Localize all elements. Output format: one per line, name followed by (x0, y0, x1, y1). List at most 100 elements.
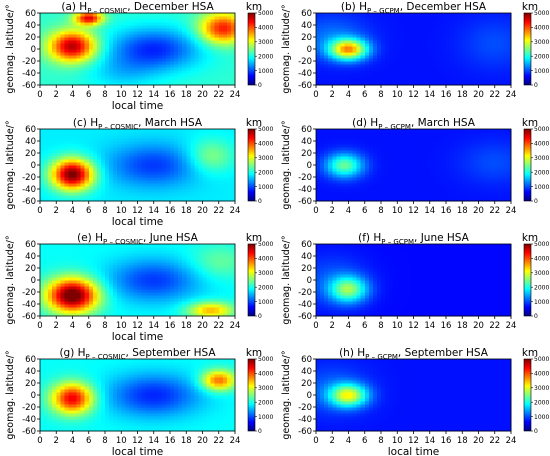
heatmap-cell (137, 25, 142, 29)
heatmap-cell (433, 22, 439, 26)
heatmap-cell (466, 70, 471, 74)
heatmap-cell (174, 147, 179, 151)
heatmap-cell (109, 76, 114, 80)
heatmap-cell (153, 67, 159, 71)
heatmap-cell (198, 165, 203, 169)
heatmap-cell (401, 147, 406, 151)
heatmap-cell (68, 198, 73, 202)
heatmap-cell (141, 144, 147, 148)
heatmap-cell (482, 153, 488, 157)
heatmap-cell (482, 129, 488, 133)
heatmap-cell (194, 73, 199, 77)
heatmap-cell (170, 162, 175, 166)
heatmap-cell (336, 49, 341, 53)
heatmap-cell (182, 64, 187, 68)
heatmap-cell (409, 40, 414, 44)
heatmap-cell (218, 55, 224, 59)
heatmap-cell (324, 144, 329, 148)
heatmap-cell (413, 64, 418, 68)
heatmap-cell (190, 19, 195, 23)
heatmap-cell (344, 171, 349, 175)
heatmap-cell (397, 43, 402, 47)
heatmap-cell (356, 55, 362, 59)
heatmap-cell (40, 82, 45, 86)
heatmap-cell (462, 159, 467, 163)
heatmap-cell (446, 198, 451, 202)
heatmap-cell (348, 189, 353, 193)
heatmap-cell (125, 171, 130, 175)
heatmap-cell (502, 31, 508, 35)
heatmap-cell (328, 195, 333, 199)
heatmap-cell (64, 174, 69, 178)
heatmap-cell (478, 58, 483, 62)
heatmap-cell (332, 147, 337, 151)
heatmap-cell (145, 192, 151, 196)
heatmap-cell (40, 180, 45, 184)
heatmap-cell (230, 183, 236, 187)
heatmap-cell (113, 183, 118, 187)
heatmap-cell (364, 13, 370, 17)
heatmap-cell (64, 156, 69, 160)
heatmap-cell (210, 31, 216, 35)
heatmap-cell (360, 165, 366, 169)
heatmap-cell (364, 46, 370, 50)
heatmap-cell (206, 73, 212, 77)
heatmap-cell (44, 150, 49, 154)
heatmap-cell (470, 135, 475, 139)
heatmap-cell (506, 67, 512, 71)
heatmap-cell (80, 144, 86, 148)
heatmap-cell (368, 43, 374, 47)
heatmap-cell (222, 67, 228, 71)
heatmap-cell (145, 64, 151, 68)
heatmap-cell (96, 43, 102, 47)
heatmap-cell (433, 52, 439, 56)
heatmap-cell (446, 135, 451, 139)
heatmap-cell (389, 195, 394, 199)
heatmap-cell (190, 58, 195, 62)
heatmap-cell (376, 150, 382, 154)
heatmap-cell (364, 168, 370, 172)
heatmap-cell (80, 46, 86, 50)
heatmap-cell (486, 37, 492, 41)
heatmap-cell (206, 43, 212, 47)
heatmap-cell (56, 31, 61, 35)
heatmap-cell (52, 265, 57, 269)
heatmap-cell (48, 135, 53, 139)
heatmap-cell (210, 180, 216, 184)
heatmap-cell (218, 180, 224, 184)
heatmap-cell (40, 183, 45, 187)
heatmap-cell (372, 183, 378, 187)
heatmap-cell (178, 73, 183, 77)
heatmap-cell (230, 156, 236, 160)
heatmap-cell (186, 129, 191, 133)
heatmap-cell (478, 165, 483, 169)
heatmap-cell (385, 67, 390, 71)
heatmap-cell (389, 19, 394, 23)
heatmap-cell (437, 189, 443, 193)
heatmap-cell (376, 52, 382, 56)
heatmap-cell (413, 79, 418, 83)
heatmap-cell (76, 67, 82, 71)
heatmap-cell (198, 144, 203, 148)
heatmap-cell (409, 147, 414, 151)
heatmap-cell (56, 268, 61, 272)
heatmap-cell (48, 76, 53, 80)
heatmap-cell (48, 189, 53, 193)
heatmap-cell (92, 73, 98, 77)
heatmap-cell (409, 156, 414, 160)
heatmap-cell (52, 64, 57, 68)
heatmap-cell (206, 174, 212, 178)
heatmap-cell (210, 138, 216, 142)
heatmap-cell (109, 61, 114, 65)
heatmap-cell (437, 25, 443, 29)
heatmap-cell (68, 171, 73, 175)
heatmap-cell (76, 13, 82, 17)
title-suffix: , March HSA (411, 117, 476, 129)
heatmap-cell (328, 43, 333, 47)
heatmap-cell (72, 153, 77, 157)
heatmap-cell (218, 159, 224, 163)
heatmap-cell (437, 43, 443, 47)
heatmap-cell (105, 144, 110, 148)
heatmap-cell (393, 25, 398, 29)
heatmap-cell (141, 46, 147, 50)
